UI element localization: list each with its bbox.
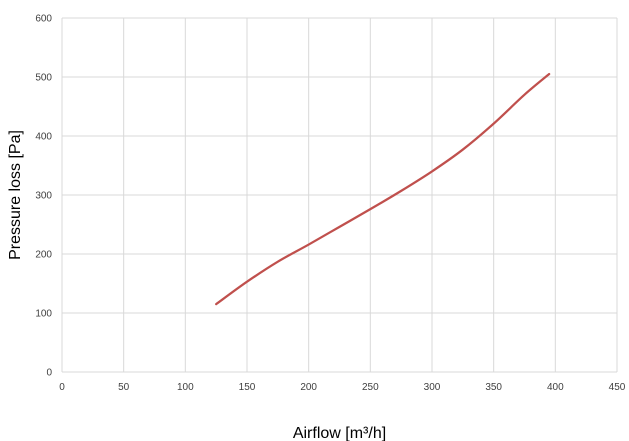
x-tick-label: 200: [300, 382, 317, 393]
x-tick-label: 100: [177, 382, 194, 393]
y-axis-title: Pressure loss [Pa]: [7, 130, 24, 260]
y-tick-label: 0: [46, 368, 52, 379]
x-tick-label: 50: [118, 382, 130, 393]
y-tick-label: 100: [35, 309, 52, 320]
y-tick-label: 600: [35, 14, 52, 25]
x-tick-label: 250: [362, 382, 379, 393]
series-line: [215, 72, 551, 306]
y-tick-label: 400: [35, 132, 52, 143]
y-tick-label: 300: [35, 191, 52, 202]
series-lines: [215, 72, 551, 306]
y-tick-label: 500: [35, 73, 52, 84]
x-tick-label: 450: [609, 382, 626, 393]
x-tick-label: 400: [547, 382, 564, 393]
x-tick-label: 150: [239, 382, 256, 393]
x-axis-title: Airflow [m³/h]: [293, 425, 386, 441]
gridlines: [61, 17, 618, 373]
x-tick-label: 300: [424, 382, 441, 393]
y-tick-label: 200: [35, 250, 52, 261]
x-tick-label: 350: [485, 382, 502, 393]
x-tick-label: 0: [59, 382, 65, 393]
tick-labels: 0 50 100 150 200 250 300 350 400 450 0 100 200 300 400…: [35, 14, 625, 394]
